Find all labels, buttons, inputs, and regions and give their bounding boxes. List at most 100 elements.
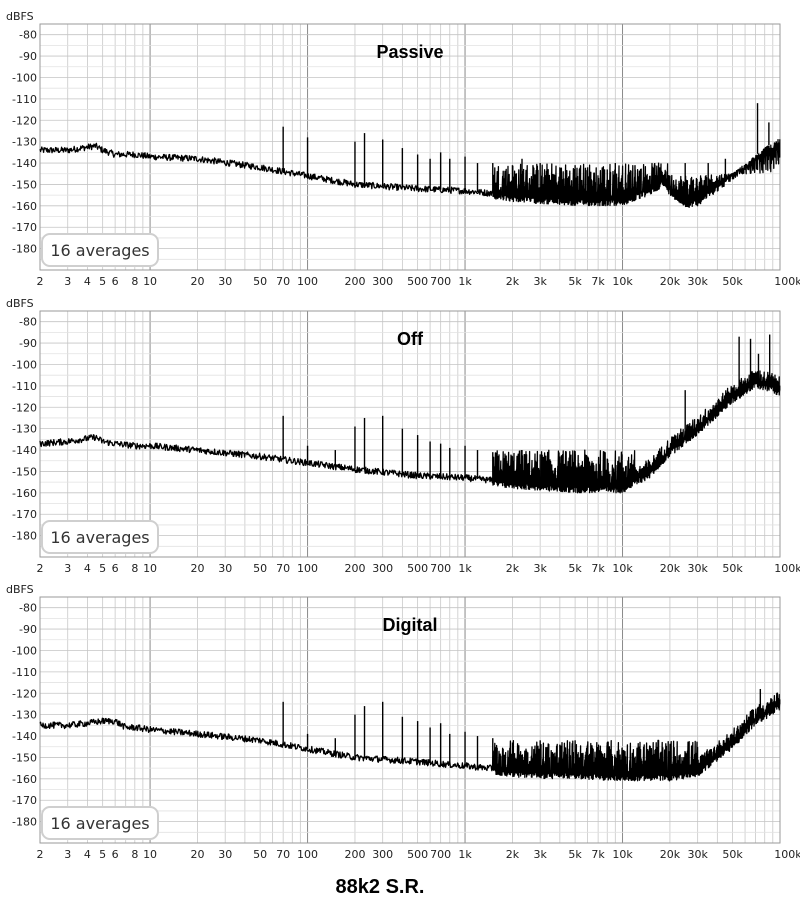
y-tick-label: -170	[12, 508, 37, 521]
x-tick-label: 30k	[687, 562, 708, 575]
x-tick-label: 100kHz	[774, 562, 800, 575]
x-tick-label: 30k	[687, 275, 708, 288]
y-tick-label: -150	[12, 751, 37, 764]
x-tick-label: 8	[131, 848, 138, 861]
x-tick-label: 30	[218, 275, 232, 288]
x-tick-label: 70	[276, 562, 290, 575]
y-tick-label: -120	[12, 114, 37, 127]
x-tick-label: 3k	[533, 275, 547, 288]
x-tick-label: 20k	[660, 275, 681, 288]
y-axis-label: dBFS	[6, 297, 34, 310]
panel-title: Off	[397, 329, 424, 349]
noise-floor-trace	[39, 139, 781, 208]
x-tick-label: 700	[430, 562, 451, 575]
x-tick-label: 1k	[458, 848, 472, 861]
x-tick-label: 2k	[506, 562, 520, 575]
x-tick-label: 7k	[591, 848, 605, 861]
x-tick-label: 30	[218, 848, 232, 861]
x-tick-label: 300	[372, 562, 393, 575]
x-tick-label: 50	[253, 562, 267, 575]
x-tick-label: 2	[37, 848, 44, 861]
y-tick-label: -130	[12, 423, 37, 436]
x-tick-label: 10k	[612, 562, 633, 575]
x-tick-label: 70	[276, 848, 290, 861]
y-tick-label: -80	[19, 316, 37, 329]
averages-label: 16 averages	[50, 241, 149, 260]
averages-label: 16 averages	[50, 814, 149, 833]
y-tick-label: -90	[19, 337, 37, 350]
plot-area	[40, 24, 780, 270]
y-tick-label: -110	[12, 93, 37, 106]
x-tick-label: 20k	[660, 562, 681, 575]
x-tick-label: 50k	[722, 562, 743, 575]
x-tick-label: 5k	[568, 275, 582, 288]
x-tick-label: 50	[253, 848, 267, 861]
x-tick-label: 2	[37, 275, 44, 288]
x-tick-label: 4	[84, 275, 91, 288]
x-tick-label: 2k	[506, 275, 520, 288]
x-tick-label: 100kHz	[774, 848, 800, 861]
x-tick-label: 2k	[506, 848, 520, 861]
x-tick-label: 50k	[722, 848, 743, 861]
x-tick-label: 6	[112, 562, 119, 575]
x-tick-label: 10	[143, 562, 157, 575]
y-tick-label: -90	[19, 50, 37, 63]
plot-area	[40, 311, 780, 557]
chart-panel-0: -80 -90 -100 -110 -120 -130 -140 -150 -160 -170 -1…	[6, 10, 800, 288]
averages-label: 16 averages	[50, 528, 149, 547]
x-tick-label: 1k	[458, 562, 472, 575]
x-tick-label: 10	[143, 275, 157, 288]
y-tick-label: -160	[12, 200, 37, 213]
x-tick-label: 700	[430, 848, 451, 861]
y-tick-label: -120	[12, 401, 37, 414]
noise-floor-trace	[39, 692, 781, 782]
chart-panel-1: -80 -90 -100 -110 -120 -130 -140 -150 -160 -170 -1…	[6, 297, 800, 575]
x-tick-label: 7k	[591, 562, 605, 575]
y-axis-label: dBFS	[6, 10, 34, 23]
x-tick-label: 20k	[660, 848, 681, 861]
x-tick-label: 20	[190, 275, 204, 288]
y-tick-label: -170	[12, 221, 37, 234]
x-tick-label: 30	[218, 562, 232, 575]
y-tick-label: -100	[12, 71, 37, 84]
x-tick-label: 6	[112, 848, 119, 861]
x-tick-label: 20	[190, 562, 204, 575]
averages-box	[41, 520, 159, 554]
x-tick-label: 2	[37, 562, 44, 575]
figure-title: 88k2 S.R.	[335, 876, 425, 898]
y-tick-label: -170	[12, 794, 37, 807]
x-tick-label: 5	[99, 275, 106, 288]
x-tick-label: 5k	[568, 562, 582, 575]
y-tick-label: -130	[12, 709, 37, 722]
y-tick-label: -140	[12, 730, 37, 743]
x-tick-label: 50	[253, 275, 267, 288]
y-tick-label: -150	[12, 178, 37, 191]
x-tick-label: 7k	[591, 275, 605, 288]
x-tick-label: 300	[372, 275, 393, 288]
y-tick-label: -160	[12, 487, 37, 500]
averages-box	[41, 806, 159, 840]
y-tick-label: -140	[12, 157, 37, 170]
x-tick-label: 5k	[568, 848, 582, 861]
x-tick-label: 300	[372, 848, 393, 861]
x-tick-label: 10k	[612, 275, 633, 288]
x-tick-label: 8	[131, 562, 138, 575]
x-tick-label: 3	[64, 562, 71, 575]
y-tick-label: -120	[12, 687, 37, 700]
x-tick-label: 1k	[458, 275, 472, 288]
panel-title: Digital	[382, 615, 437, 635]
y-tick-label: -150	[12, 465, 37, 478]
x-tick-label: 500	[407, 848, 428, 861]
x-tick-label: 200	[344, 275, 365, 288]
y-axis-label: dBFS	[6, 583, 34, 596]
x-tick-label: 100	[297, 848, 318, 861]
x-tick-label: 10k	[612, 848, 633, 861]
y-tick-label: -130	[12, 136, 37, 149]
plot-area	[40, 597, 780, 843]
x-tick-label: 6	[112, 275, 119, 288]
y-tick-label: -100	[12, 358, 37, 371]
x-tick-label: 500	[407, 562, 428, 575]
x-tick-label: 5	[99, 848, 106, 861]
y-tick-label: -140	[12, 444, 37, 457]
